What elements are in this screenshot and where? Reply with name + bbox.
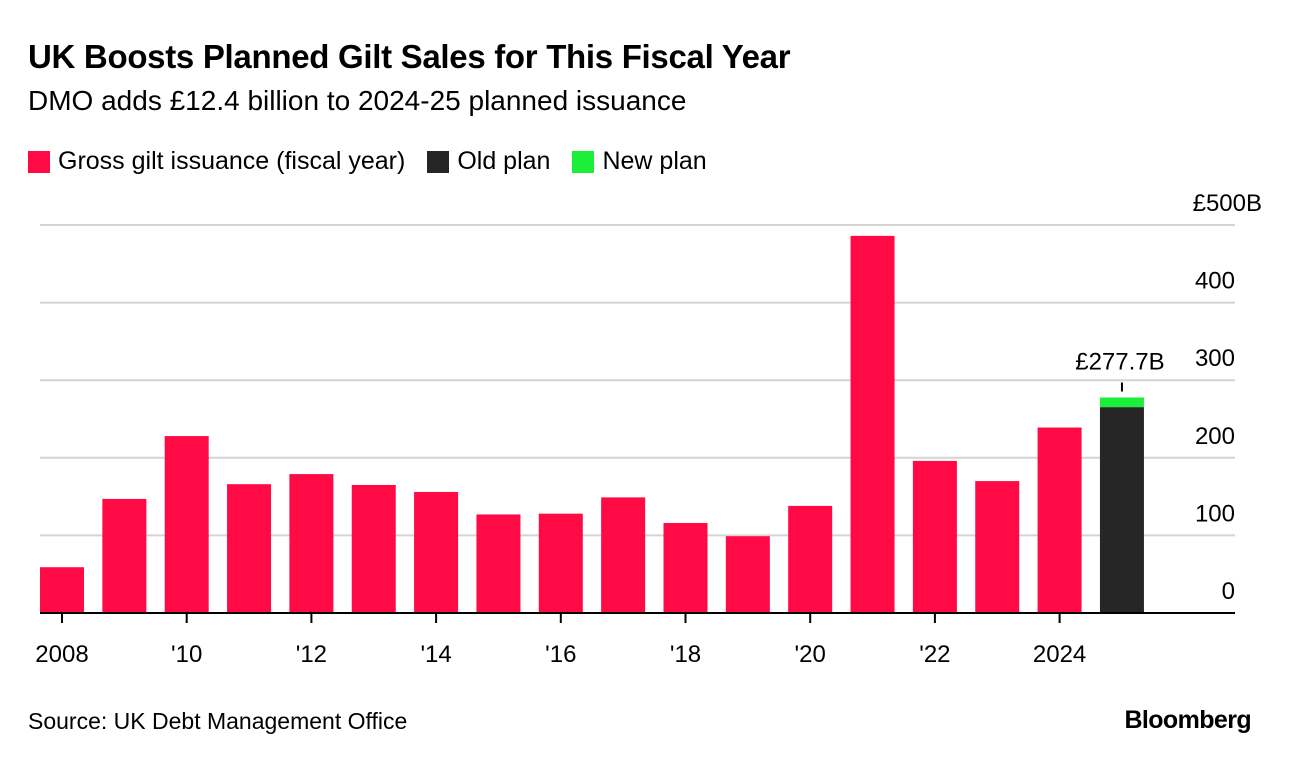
legend-label-new-plan: New plan — [602, 147, 707, 175]
bar-issuance-2011 — [227, 484, 272, 613]
bar-issuance-2008 — [40, 567, 84, 613]
bar-issuance-2019 — [725, 536, 770, 613]
bar-issuance-2016 — [538, 513, 583, 613]
bar-issuance-2012 — [289, 474, 334, 613]
bar-issuance-2018 — [663, 522, 708, 613]
x-tick-label: '14 — [420, 641, 451, 668]
y-tick-label: 200 — [1195, 423, 1235, 450]
annotation-label: £277.7B — [1075, 349, 1164, 376]
legend-swatch-new-plan — [572, 150, 595, 173]
bar-old-plan-2025 — [1099, 407, 1144, 613]
legend-label-old-plan: Old plan — [457, 147, 551, 175]
legend-item-gross-issuance: Gross gilt issuance (fiscal year) — [28, 147, 405, 176]
legend-swatch-old-plan — [427, 150, 450, 173]
legend-label-gross-issuance: Gross gilt issuance (fiscal year) — [58, 147, 406, 175]
bar-issuance-2009 — [102, 498, 147, 613]
y-tick-label: 0 — [1222, 578, 1235, 605]
chart-subtitle: DMO adds £12.4 billion to 2024-25 planne… — [28, 85, 687, 116]
bar-issuance-2023 — [975, 481, 1020, 613]
bar-issuance-2010 — [164, 436, 209, 613]
bar-new-plan-2025 — [1099, 397, 1144, 408]
bar-issuance-2015 — [476, 514, 521, 613]
x-tick-label: '20 — [795, 641, 826, 668]
bar-issuance-2014 — [414, 491, 459, 613]
bar-issuance-2022 — [912, 460, 957, 613]
bar-issuance-2017 — [601, 497, 646, 613]
y-tick-label: 400 — [1195, 268, 1235, 295]
bloomberg-logo: Bloomberg — [1124, 706, 1251, 734]
chart-title: UK Boosts Planned Gilt Sales for This Fi… — [28, 38, 791, 75]
source-note: Source: UK Debt Management Office — [28, 708, 408, 734]
x-tick-label: 2008 — [35, 641, 88, 668]
y-tick-label: £500B — [1193, 190, 1262, 217]
x-tick-label: '16 — [545, 641, 576, 668]
legend-item-new-plan: New plan — [572, 147, 707, 176]
y-tick-label: 100 — [1195, 500, 1235, 527]
bar-issuance-2020 — [788, 505, 833, 613]
y-tick-label: 300 — [1195, 345, 1235, 372]
x-tick-label: '12 — [296, 641, 327, 668]
legend-swatch-gross-issuance — [28, 150, 50, 173]
bar-issuance-2013 — [351, 484, 396, 613]
x-tick-label: '18 — [670, 641, 701, 668]
bar-chart: 0 100 200 300 400 £500B £277.7B 2008 '10 '12 '14 '1… — [35, 190, 1262, 668]
legend: Gross gilt issuance (fiscal year) Old pl… — [28, 147, 729, 176]
x-tick-label: 2024 — [1033, 641, 1086, 668]
legend-item-old-plan: Old plan — [427, 147, 550, 176]
bar-issuance-2021 — [850, 235, 895, 613]
x-tick-label: '10 — [171, 641, 202, 668]
x-tick-label: '22 — [919, 641, 950, 668]
bar-issuance-2024 — [1037, 427, 1082, 613]
